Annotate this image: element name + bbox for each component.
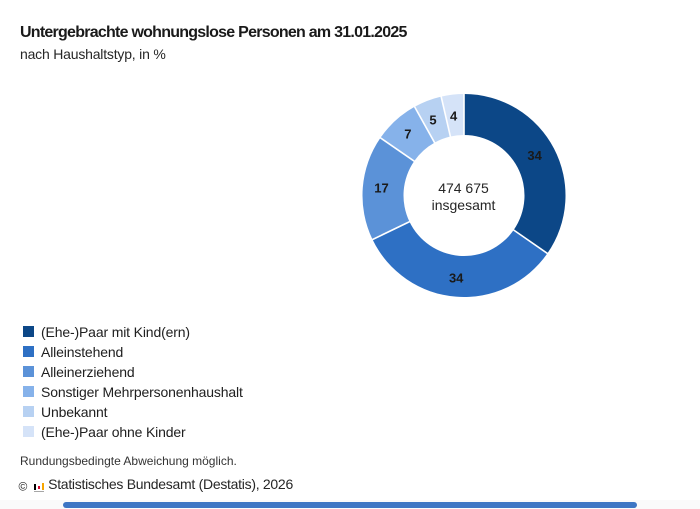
svg-text:7: 7	[404, 127, 411, 142]
svg-text:34: 34	[527, 148, 542, 163]
svg-text:17: 17	[374, 181, 388, 196]
svg-text:4: 4	[450, 108, 458, 123]
svg-text:34: 34	[449, 270, 464, 285]
svg-text:5: 5	[429, 113, 436, 128]
